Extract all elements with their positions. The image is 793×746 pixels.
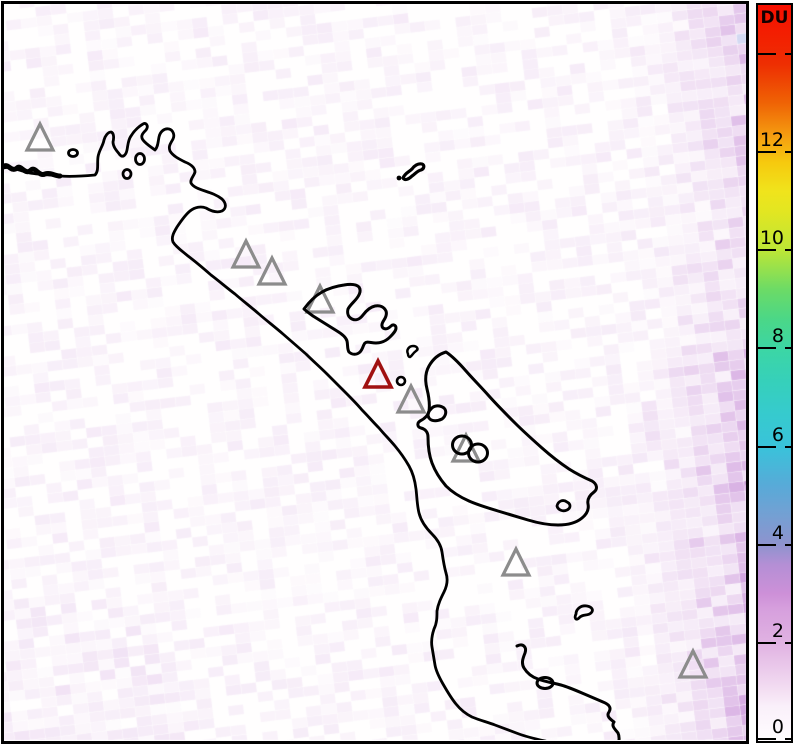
colorbar-tick-line — [785, 347, 791, 350]
colorbar-tick-line — [758, 151, 776, 154]
gulf-island-ring — [67, 148, 79, 158]
ometepe-cone-east — [467, 442, 489, 464]
colorbar-tick-line — [758, 543, 776, 546]
colorbar-inner: DU 0 2 4 6 8 10 12 — [758, 5, 791, 741]
colorbar-tick-line — [758, 53, 776, 56]
colorbar-tick-line — [785, 53, 791, 56]
volcano-marker — [230, 237, 262, 269]
islet-near-red-volcano — [395, 375, 407, 387]
gulf-island-ring — [134, 152, 146, 166]
colorbar-tick-label: 2 — [771, 619, 784, 642]
colorbar-tick-label: 0 — [771, 716, 784, 738]
colorbar-tick-label: 10 — [759, 227, 784, 250]
colorbar-unit-label: DU — [760, 8, 789, 28]
peninsula-lagoon — [426, 404, 448, 423]
colorbar-tick-line — [758, 641, 776, 644]
colorbar-tick-line — [785, 151, 791, 154]
colorbar-tick-label: 4 — [771, 521, 784, 544]
colorbar-tick-line — [758, 738, 776, 740]
colorbar-tick-line — [758, 347, 776, 350]
lagoon-ring — [535, 676, 555, 690]
gulf-island-ring — [121, 168, 133, 180]
colorbar-tick-line — [785, 543, 791, 546]
colorbar-tick-label: 6 — [771, 423, 784, 446]
costa-rica-coast — [515, 643, 621, 740]
pacific-coast — [4, 122, 547, 740]
colorbar-tick-line — [785, 641, 791, 644]
lake-nicaragua — [416, 350, 598, 527]
colorbar-tick-line — [758, 445, 776, 448]
colorbar-tick-line — [785, 738, 791, 740]
erupting-volcano-marker — [362, 356, 394, 389]
lake-islet — [555, 499, 572, 513]
volcano-marker — [395, 382, 427, 414]
colorbar-tick-line — [758, 249, 776, 252]
volcano-marker — [24, 120, 56, 152]
hook-islet — [406, 344, 419, 359]
lake-managua — [302, 282, 398, 356]
colorbar-tick-label: 8 — [771, 325, 784, 348]
banana-island — [573, 604, 594, 621]
colorbar-tick-label: 12 — [759, 129, 784, 152]
volcano-marker — [677, 647, 709, 679]
volcano-marker — [256, 254, 288, 286]
right-edge-arc — [745, 480, 746, 486]
colorbar-tick-line — [785, 445, 791, 448]
volcano-marker — [500, 545, 532, 577]
colorbar-tick-line — [785, 249, 791, 252]
colorbar-gradient — [758, 5, 791, 741]
colorbar: DU 0 2 4 6 8 10 12 — [756, 3, 793, 743]
coast-dot — [396, 175, 402, 181]
honduras-lake-squiggle — [401, 162, 426, 182]
